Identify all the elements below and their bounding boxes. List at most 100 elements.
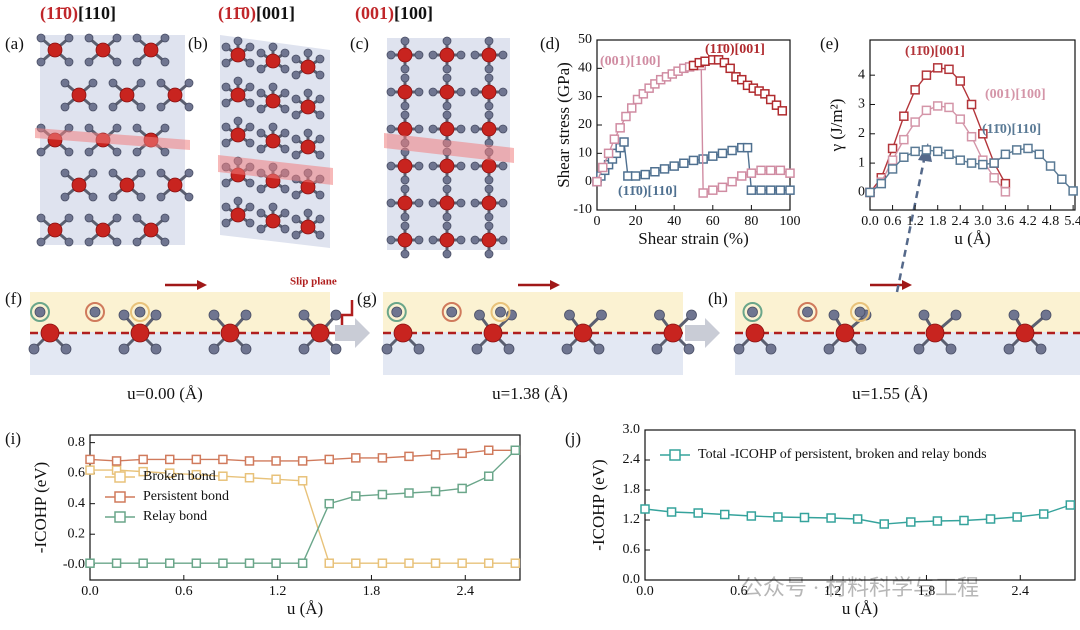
- ligand-atom: [414, 161, 424, 171]
- ligand-atom: [64, 213, 74, 223]
- metal-atom: [397, 195, 413, 211]
- metal-atom: [143, 42, 159, 58]
- ligand-atom: [498, 161, 508, 171]
- data-point: [666, 507, 677, 517]
- ligand-atom: [400, 221, 410, 231]
- tracked-atom-ring: [30, 302, 50, 322]
- ligand-atom: [256, 224, 266, 234]
- x-tick-label: 1.8: [918, 584, 936, 599]
- x-axis-label: u (Å): [842, 599, 878, 618]
- ligand-atom: [391, 306, 403, 318]
- data-point: [727, 145, 737, 156]
- x-tick-label: 4.8: [1042, 214, 1060, 229]
- ligand-atom: [240, 309, 252, 321]
- data-point: [693, 508, 703, 518]
- plot-frame: [869, 39, 1076, 211]
- y-tick-label: 0.8: [68, 435, 86, 450]
- data-point: [746, 511, 757, 521]
- ligand-atom: [28, 343, 40, 355]
- ligand-atom: [268, 82, 278, 92]
- ligand-atom: [828, 309, 840, 321]
- tracked-atom-ring: [850, 302, 870, 322]
- ligand-atom: [221, 82, 231, 92]
- ligand-atom: [428, 50, 438, 60]
- tracked-atom-ring: [742, 302, 763, 322]
- ligand-atom: [918, 309, 930, 321]
- y-axis-label: Shear stress (GPa): [554, 62, 573, 188]
- ligand-atom: [330, 343, 342, 355]
- ligand-atom: [245, 82, 255, 92]
- data-point: [921, 70, 932, 80]
- ligand-atom: [112, 237, 122, 247]
- plot-frame: [89, 434, 521, 581]
- ligand-atom: [428, 161, 438, 171]
- data-point: [910, 146, 920, 157]
- y-tick-label: -0.0: [63, 557, 85, 572]
- metal-atom: [230, 87, 246, 103]
- metal-atom: [265, 93, 281, 109]
- data-point: [632, 94, 643, 105]
- slip-plane: [218, 155, 333, 185]
- metal-atom: [439, 232, 455, 248]
- ligand-atom: [414, 50, 424, 60]
- ligand-atom: [593, 343, 605, 355]
- data-point: [621, 111, 631, 122]
- ligand-atom: [484, 221, 494, 231]
- ligand-atom: [400, 110, 410, 120]
- y-tick-label: 10: [578, 146, 592, 161]
- ligand-atom: [470, 124, 480, 134]
- metal-atom: [167, 87, 183, 103]
- metal-atom: [71, 87, 87, 103]
- ligand-atom: [233, 116, 243, 126]
- metal-atom: [265, 133, 281, 149]
- data-point: [775, 185, 786, 195]
- data-point: [746, 185, 757, 195]
- data-point: [899, 111, 909, 121]
- data-point: [510, 558, 521, 568]
- watermark: 公众号 · 材料科学与工程: [741, 575, 979, 600]
- ligand-atom: [221, 218, 231, 228]
- ligand-atom: [456, 124, 466, 134]
- ligand-atom: [88, 102, 98, 112]
- data-point: [966, 99, 977, 110]
- y-tick-label: 2.4: [623, 452, 641, 467]
- data-point: [111, 456, 122, 466]
- data-point: [191, 469, 202, 480]
- shear-arrow-head: [197, 280, 207, 290]
- ligand-atom: [855, 343, 867, 355]
- x-tick-label: 80: [744, 214, 758, 229]
- slip-plane: [35, 128, 190, 150]
- metal-atom: [483, 323, 503, 343]
- y-tick-label: 40: [578, 61, 592, 76]
- ligand-atom: [291, 230, 301, 240]
- ligand-atom: [60, 168, 70, 178]
- data-point: [717, 182, 728, 193]
- metal-atom: [230, 127, 246, 143]
- metal-atom: [397, 84, 413, 100]
- data-point: [297, 476, 308, 486]
- ligand-atom: [84, 237, 94, 247]
- metal-atom: [745, 323, 765, 343]
- tracked-atom-ring: [85, 302, 105, 322]
- ligand-atom: [442, 175, 452, 185]
- ligand-atom: [280, 224, 290, 234]
- metal-atom: [300, 59, 316, 75]
- y-tick-label: 0.2: [68, 526, 86, 541]
- data-point: [615, 123, 625, 133]
- data-point: [727, 176, 737, 187]
- data-point: [978, 159, 988, 170]
- ligand-atom: [36, 33, 46, 43]
- ligand-atom: [256, 184, 266, 194]
- data-point: [777, 106, 788, 116]
- data-point: [430, 558, 441, 568]
- upper-block: [383, 292, 683, 332]
- ligand-atom: [470, 87, 480, 97]
- ligand-atom: [428, 87, 438, 97]
- ligand-atom: [221, 122, 231, 132]
- series-label: (11̄0)[001]: [905, 44, 965, 59]
- ligand-atom: [36, 237, 46, 247]
- data-point: [1045, 161, 1056, 171]
- data-point: [1057, 174, 1067, 184]
- data-point: [1065, 500, 1076, 510]
